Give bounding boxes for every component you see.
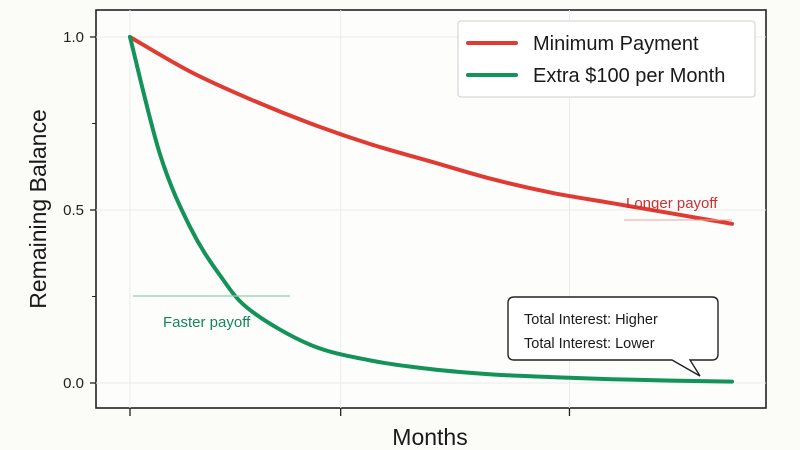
legend-label-minimum-payment: Minimum Payment — [533, 33, 699, 55]
callout-line-lower: Total Interest: Lower — [524, 336, 655, 352]
annotation-longer-payoff: Longer payoff — [624, 195, 732, 221]
interest-callout: Total Interest: Higher Total Interest: L… — [507, 296, 719, 377]
callout-bubble — [507, 296, 719, 377]
series-line-minimum-payment — [128, 35, 734, 226]
series-lines — [128, 35, 734, 384]
x-axis-title: Months — [392, 424, 467, 450]
y-axis-title: Remaining Balance — [25, 109, 51, 308]
series-line-extra-payment — [128, 35, 734, 384]
y-tick-label: 0.0 — [63, 375, 84, 392]
longer-payoff-label: Longer payoff — [626, 195, 718, 212]
callout-line-higher: Total Interest: Higher — [524, 312, 658, 328]
y-tick-label: 0.5 — [63, 202, 84, 219]
annotation-faster-payoff: Faster payoff — [133, 295, 290, 331]
faster-payoff-label: Faster payoff — [163, 314, 251, 331]
legend-box — [457, 20, 756, 98]
y-tick-label: 1.0 — [63, 29, 84, 46]
axis-ticks: 0.0 0.5 1.0 — [63, 29, 571, 416]
legend-label-extra-payment: Extra $100 per Month — [533, 65, 725, 87]
legend: Minimum Payment Extra $100 per Month — [457, 20, 756, 98]
